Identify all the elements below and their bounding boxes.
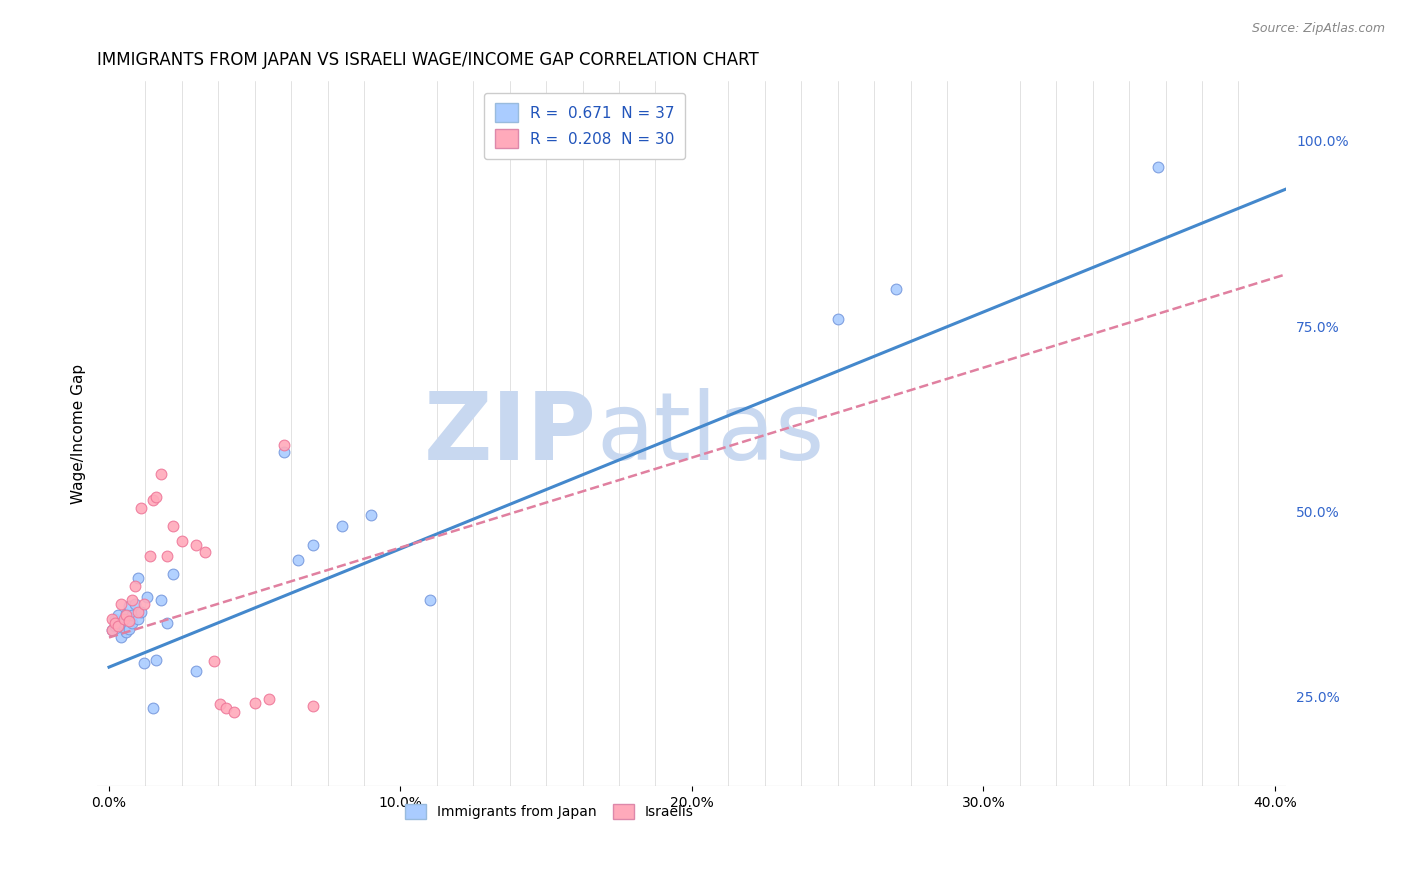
Point	[121, 608, 143, 623]
Point	[118, 622, 141, 636]
Point	[129, 500, 152, 515]
Point	[127, 605, 149, 619]
Point	[186, 664, 208, 678]
Point	[124, 578, 146, 592]
Point	[121, 615, 143, 630]
Point	[110, 615, 132, 630]
Point	[360, 508, 382, 522]
Point	[115, 624, 138, 639]
Point	[150, 467, 173, 482]
Point	[259, 692, 281, 706]
Point	[121, 593, 143, 607]
Text: Source: ZipAtlas.com: Source: ZipAtlas.com	[1251, 22, 1385, 36]
Point	[150, 593, 173, 607]
Legend: Immigrants from Japan, Israelis: Immigrants from Japan, Israelis	[399, 798, 699, 824]
Point	[224, 705, 246, 719]
Point	[132, 657, 155, 671]
Point	[107, 615, 129, 630]
Text: ZIP: ZIP	[423, 387, 596, 480]
Point	[107, 619, 129, 633]
Point	[302, 698, 325, 713]
Point	[302, 538, 325, 552]
Point	[170, 534, 193, 549]
Point	[115, 608, 138, 623]
Point	[129, 605, 152, 619]
Point	[124, 597, 146, 611]
Point	[156, 549, 179, 563]
Point	[110, 631, 132, 645]
Point	[142, 701, 165, 715]
Point	[194, 545, 217, 559]
Point	[202, 654, 225, 668]
Point	[145, 653, 167, 667]
Point	[1147, 160, 1170, 174]
Point	[287, 552, 309, 566]
Point	[884, 282, 907, 296]
Point	[156, 615, 179, 630]
Point	[112, 619, 135, 633]
Point	[162, 519, 184, 533]
Text: IMMIGRANTS FROM JAPAN VS ISRAELI WAGE/INCOME GAP CORRELATION CHART: IMMIGRANTS FROM JAPAN VS ISRAELI WAGE/IN…	[97, 51, 759, 69]
Point	[186, 538, 208, 552]
Point	[208, 697, 231, 711]
Point	[273, 438, 295, 452]
Point	[135, 590, 157, 604]
Point	[104, 615, 127, 630]
Point	[330, 519, 353, 533]
Point	[104, 612, 127, 626]
Point	[145, 490, 167, 504]
Point	[101, 623, 124, 637]
Point	[101, 612, 124, 626]
Y-axis label: Wage/Income Gap: Wage/Income Gap	[72, 364, 86, 504]
Point	[127, 612, 149, 626]
Point	[112, 612, 135, 626]
Point	[273, 445, 295, 459]
Point	[419, 593, 441, 607]
Point	[118, 619, 141, 633]
Point	[132, 597, 155, 611]
Text: atlas: atlas	[596, 387, 825, 480]
Point	[112, 615, 135, 630]
Point	[243, 696, 266, 710]
Point	[827, 311, 849, 326]
Point	[139, 549, 162, 563]
Point	[118, 599, 141, 614]
Point	[104, 619, 127, 633]
Point	[110, 597, 132, 611]
Point	[101, 623, 124, 637]
Point	[142, 493, 165, 508]
Point	[118, 614, 141, 628]
Point	[162, 567, 184, 582]
Point	[214, 701, 236, 715]
Point	[107, 608, 129, 623]
Point	[127, 571, 149, 585]
Point	[115, 607, 138, 621]
